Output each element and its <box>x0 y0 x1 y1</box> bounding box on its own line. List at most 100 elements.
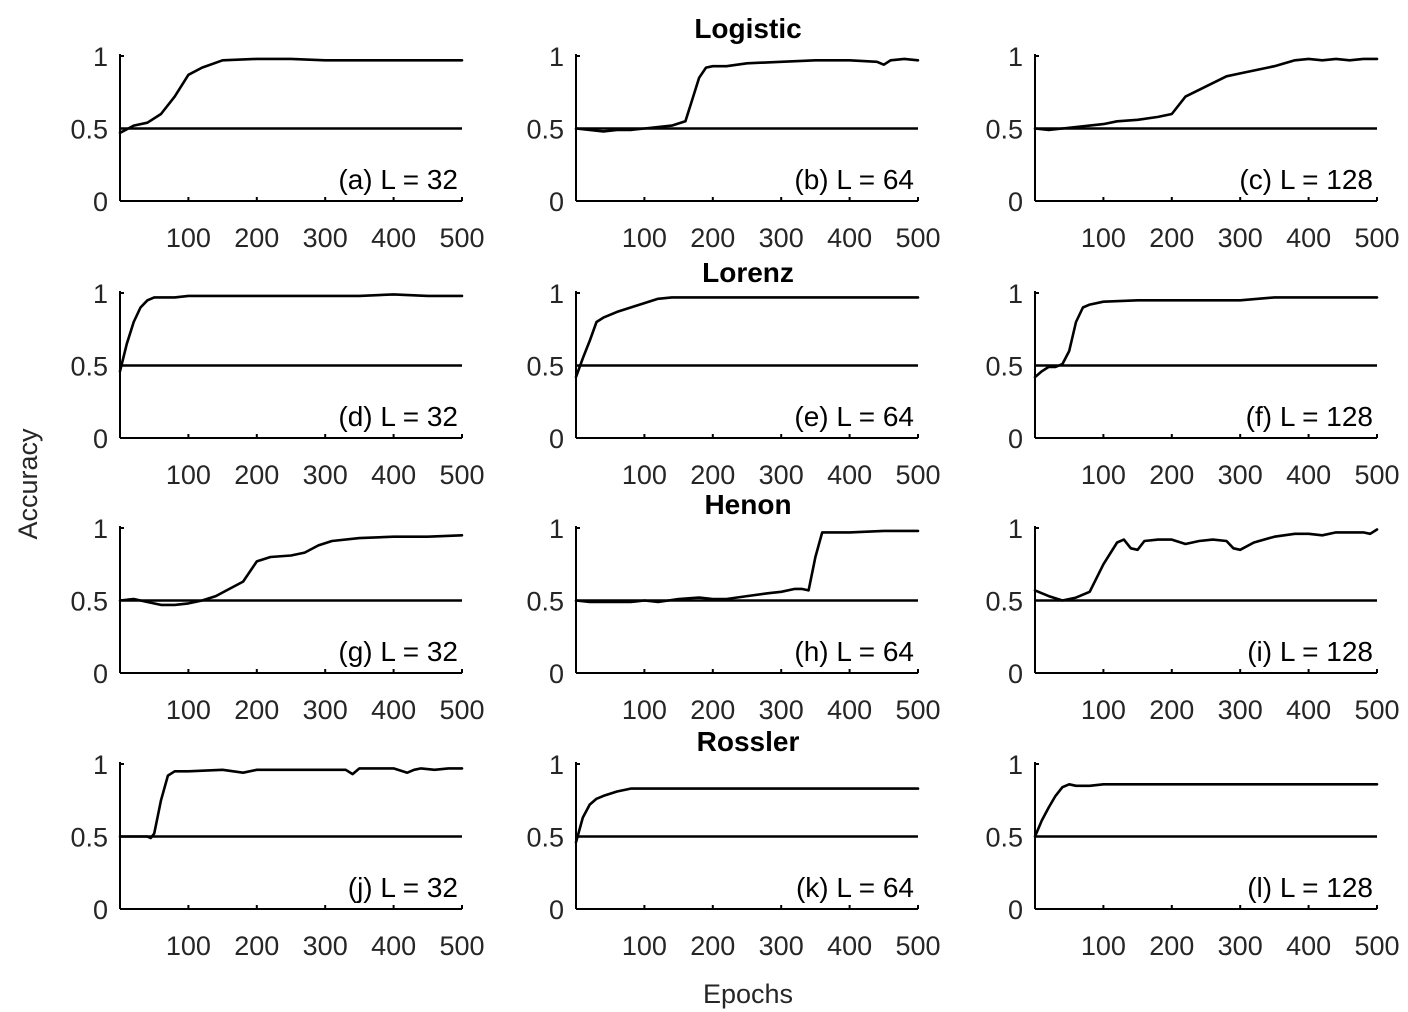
x-tick-label: 500 <box>1354 223 1399 253</box>
x-tick-label: 300 <box>1218 931 1263 961</box>
y-tick-label: 0.5 <box>985 823 1023 853</box>
y-tick-label: 1 <box>1008 279 1023 309</box>
x-tick-label: 200 <box>690 460 735 490</box>
y-tick-label: 0.5 <box>526 115 564 145</box>
x-tick-label: 200 <box>1149 223 1194 253</box>
x-tick-label: 100 <box>166 460 211 490</box>
panel-label: (d) L = 32 <box>338 401 458 432</box>
y-tick-label: 1 <box>549 750 564 780</box>
x-tick-label: 400 <box>827 460 872 490</box>
panel-label: (h) L = 64 <box>794 636 914 667</box>
row-title-henon: Henon <box>704 489 791 520</box>
y-tick-label: 0.5 <box>985 352 1023 382</box>
x-tick-label: 300 <box>1218 460 1263 490</box>
x-tick-label: 200 <box>690 223 735 253</box>
y-tick-label: 0.5 <box>526 587 564 617</box>
panel-label: (b) L = 64 <box>794 164 914 195</box>
x-tick-label: 200 <box>1149 460 1194 490</box>
accuracy-series-line <box>1033 296 1379 379</box>
x-tick-label: 300 <box>759 223 804 253</box>
x-tick-label: 500 <box>439 223 484 253</box>
accuracy-series-line <box>574 529 920 604</box>
y-tick-label: 1 <box>93 750 108 780</box>
y-tick-label: 1 <box>93 514 108 544</box>
x-tick-label: 500 <box>439 931 484 961</box>
y-tick-label: 0 <box>549 424 564 454</box>
subplot-a: 100 200 300 400 500 0 0.5 1 (a) L = 32 <box>70 42 484 253</box>
panel-label: (a) L = 32 <box>338 164 458 195</box>
y-tick-label: 0 <box>549 187 564 217</box>
subplot-g: 100 200 300 400 500 0 0.5 1 (g) L = 32 <box>70 514 484 725</box>
y-tick-label: 0.5 <box>70 587 108 617</box>
x-tick-label: 100 <box>1081 223 1126 253</box>
x-tick-label: 100 <box>622 931 667 961</box>
x-tick-label: 200 <box>690 931 735 961</box>
y-tick-label: 0 <box>93 424 108 454</box>
panel-label: (l) L = 128 <box>1247 872 1373 903</box>
row-title-logistic: Logistic <box>694 13 801 44</box>
accuracy-series-line <box>1033 528 1379 602</box>
x-tick-label: 100 <box>622 460 667 490</box>
x-tick-label: 500 <box>895 695 940 725</box>
x-tick-label: 500 <box>1354 931 1399 961</box>
panel-label: (k) L = 64 <box>796 872 914 903</box>
x-tick-label: 300 <box>303 460 348 490</box>
y-tick-label: 1 <box>549 279 564 309</box>
x-tick-label: 400 <box>1286 931 1331 961</box>
x-tick-label: 400 <box>1286 695 1331 725</box>
x-tick-label: 100 <box>1081 460 1126 490</box>
y-tick-label: 1 <box>93 279 108 309</box>
y-tick-label: 0 <box>93 659 108 689</box>
panel-label: (i) L = 128 <box>1247 636 1373 667</box>
x-tick-label: 100 <box>1081 695 1126 725</box>
x-tick-label: 500 <box>895 223 940 253</box>
x-tick-label: 300 <box>759 695 804 725</box>
row-title-rossler: Rossler <box>697 726 800 757</box>
y-tick-label: 1 <box>549 514 564 544</box>
x-tick-label: 400 <box>1286 460 1331 490</box>
x-tick-label: 400 <box>1286 223 1331 253</box>
x-tick-label: 500 <box>1354 460 1399 490</box>
y-tick-label: 0 <box>1008 187 1023 217</box>
y-tick-label: 1 <box>1008 750 1023 780</box>
x-tick-label: 200 <box>234 223 279 253</box>
panel-label: (e) L = 64 <box>794 401 914 432</box>
accuracy-series-line <box>118 767 464 840</box>
x-tick-label: 200 <box>690 695 735 725</box>
accuracy-series-line <box>574 787 920 844</box>
x-tick-label: 100 <box>166 223 211 253</box>
x-tick-label: 400 <box>827 931 872 961</box>
subplot-h: 100 200 300 400 500 0 0.5 1 (h) L = 64 <box>526 514 940 725</box>
panel-label: (c) L = 128 <box>1239 164 1373 195</box>
y-tick-label: 1 <box>1008 42 1023 72</box>
subplot-i: 100 200 300 400 500 0 0.5 1 (i) L = 128 <box>985 514 1399 725</box>
x-tick-label: 200 <box>1149 695 1194 725</box>
y-tick-label: 0 <box>93 895 108 925</box>
subplot-c: 100 200 300 400 500 0 0.5 1 (c) L = 128 <box>985 42 1399 253</box>
subplot-d: 100 200 300 400 500 0 0.5 1 (d) L = 32 <box>70 279 484 490</box>
y-tick-label: 0.5 <box>526 823 564 853</box>
x-tick-label: 400 <box>371 695 416 725</box>
y-tick-label: 1 <box>93 42 108 72</box>
x-tick-label: 100 <box>166 695 211 725</box>
y-tick-label: 0 <box>1008 659 1023 689</box>
panel-label: (g) L = 32 <box>338 636 458 667</box>
y-tick-label: 0.5 <box>70 115 108 145</box>
accuracy-series-line <box>118 57 464 135</box>
accuracy-series-line <box>118 533 464 607</box>
accuracy-series-line <box>574 57 920 133</box>
x-tick-label: 400 <box>371 460 416 490</box>
subplot-e: 100 200 300 400 500 0 0.5 1 (e) L = 64 <box>526 279 940 490</box>
x-tick-label: 100 <box>1081 931 1126 961</box>
x-tick-label: 400 <box>827 695 872 725</box>
x-tick-label: 100 <box>622 695 667 725</box>
y-tick-label: 0.5 <box>526 352 564 382</box>
x-tick-label: 300 <box>1218 695 1263 725</box>
subplot-l: 100 200 300 400 500 0 0.5 1 (l) L = 128 <box>985 750 1399 961</box>
x-tick-label: 300 <box>759 460 804 490</box>
panel-label: (f) L = 128 <box>1246 401 1373 432</box>
subplot-f: 100 200 300 400 500 0 0.5 1 (f) L = 128 <box>985 279 1399 490</box>
x-tick-label: 300 <box>303 695 348 725</box>
